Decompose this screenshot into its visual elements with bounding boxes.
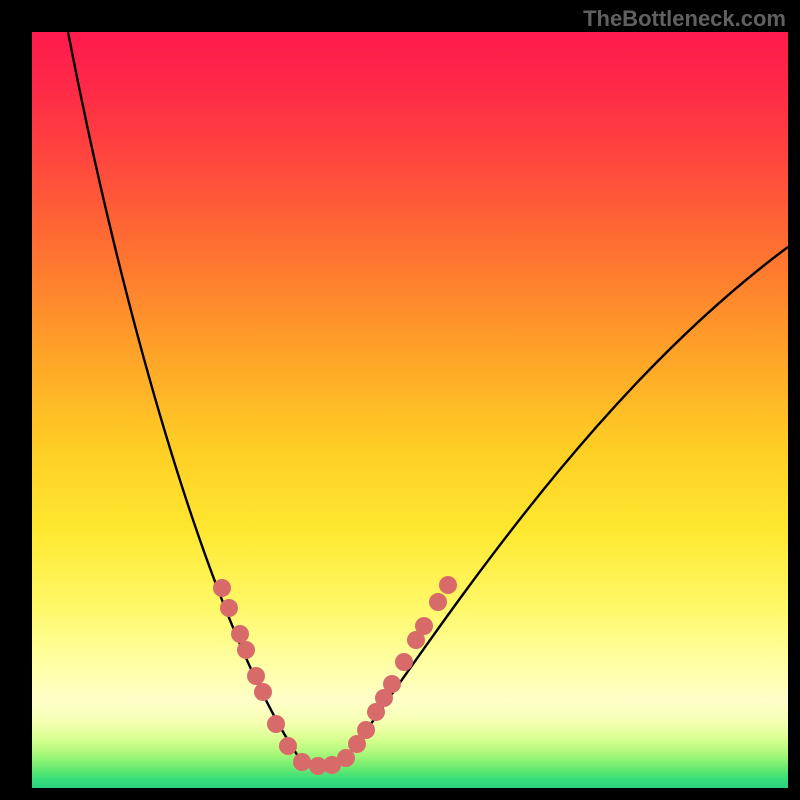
- data-dot: [395, 653, 413, 671]
- plot-area: [32, 32, 788, 788]
- data-dot: [231, 625, 249, 643]
- data-dot: [415, 617, 433, 635]
- data-dot: [293, 753, 311, 771]
- bottleneck-chart: [32, 32, 788, 788]
- data-dot: [337, 749, 355, 767]
- data-dot: [429, 593, 447, 611]
- data-dot: [247, 667, 265, 685]
- gradient-background: [32, 32, 788, 788]
- data-dot: [220, 599, 238, 617]
- data-dot: [439, 576, 457, 594]
- data-dot: [279, 737, 297, 755]
- data-dot: [383, 675, 401, 693]
- data-dot: [213, 579, 231, 597]
- data-dot: [267, 715, 285, 733]
- data-dot: [254, 683, 272, 701]
- watermark-text: TheBottleneck.com: [583, 6, 786, 32]
- data-dot: [237, 641, 255, 659]
- data-dot: [357, 721, 375, 739]
